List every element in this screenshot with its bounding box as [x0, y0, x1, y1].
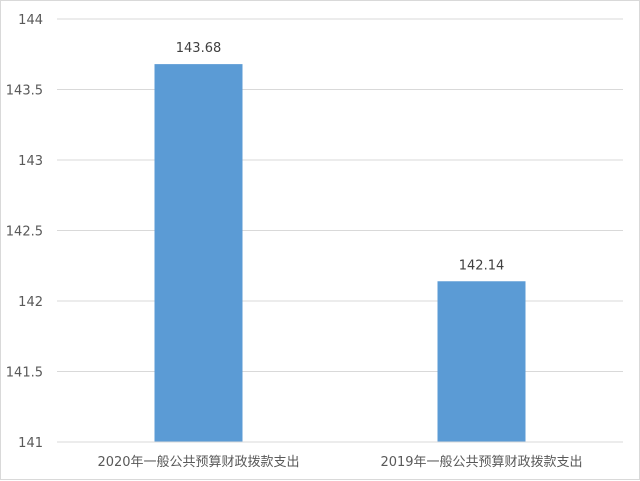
- y-tick-label: 141: [18, 436, 43, 451]
- gridlines: [57, 18, 623, 372]
- y-tick-label: 144: [18, 13, 43, 28]
- x-category-label: 2019年一般公共预算财政拨款支出: [380, 454, 582, 470]
- y-tick-label: 143.5: [6, 84, 43, 99]
- x-category-label: 2020年一般公共预算财政拨款支出: [97, 454, 299, 470]
- data-label: 143.68: [176, 41, 222, 56]
- y-tick-label: 142: [18, 295, 43, 310]
- y-tick-label: 141.5: [6, 366, 43, 381]
- data-label: 142.14: [459, 258, 505, 273]
- x-axis-category-labels: 2020年一般公共预算财政拨款支出 2019年一般公共预算财政拨款支出: [97, 454, 582, 470]
- y-tick-label: 143: [18, 154, 43, 169]
- y-axis-tick-labels: 141 141.5 142 142.5 143 143.5 144: [6, 13, 43, 451]
- bar: [154, 64, 243, 442]
- bar: [437, 281, 526, 442]
- y-tick-label: 142.5: [6, 225, 43, 240]
- bars: [154, 64, 526, 442]
- data-labels: 143.68 142.14: [176, 41, 505, 273]
